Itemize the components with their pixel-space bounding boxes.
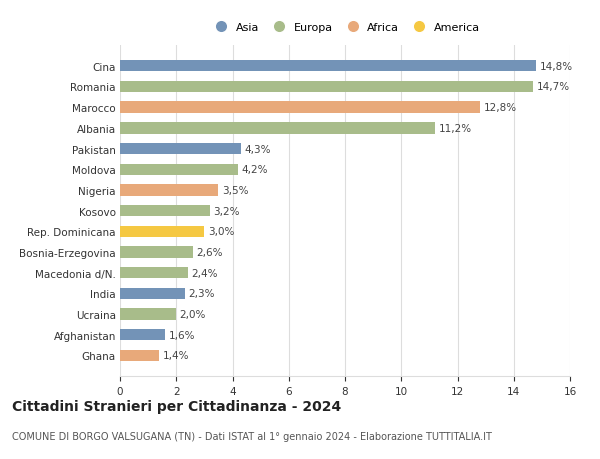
Text: 2,0%: 2,0% (179, 309, 206, 319)
Bar (120, 123, 435, 134)
Bar (120, 144, 241, 155)
Text: 4,3%: 4,3% (244, 144, 271, 154)
Text: 1,4%: 1,4% (163, 351, 189, 361)
Text: 3,2%: 3,2% (214, 206, 240, 216)
Bar (120, 102, 480, 113)
Bar (120, 268, 187, 279)
Text: 3,0%: 3,0% (208, 227, 234, 237)
Bar (120, 309, 176, 320)
Text: 2,3%: 2,3% (188, 289, 215, 299)
Bar (120, 61, 536, 72)
Text: 14,8%: 14,8% (539, 62, 573, 72)
Bar (120, 247, 193, 258)
Text: 14,7%: 14,7% (537, 82, 570, 92)
Text: 12,8%: 12,8% (484, 103, 517, 113)
Bar (120, 350, 160, 361)
Text: 1,6%: 1,6% (169, 330, 195, 340)
Bar (120, 330, 165, 341)
Bar (120, 288, 185, 299)
Text: 2,4%: 2,4% (191, 268, 217, 278)
Text: 4,2%: 4,2% (241, 165, 268, 175)
Text: Cittadini Stranieri per Cittadinanza - 2024: Cittadini Stranieri per Cittadinanza - 2… (12, 399, 341, 413)
Text: COMUNE DI BORGO VALSUGANA (TN) - Dati ISTAT al 1° gennaio 2024 - Elaborazione TU: COMUNE DI BORGO VALSUGANA (TN) - Dati IS… (12, 431, 492, 442)
Bar (120, 185, 218, 196)
Text: 11,2%: 11,2% (439, 123, 472, 134)
Bar (120, 82, 533, 93)
Bar (120, 206, 210, 217)
Text: 3,5%: 3,5% (222, 185, 248, 196)
Legend: Asia, Europa, Africa, America: Asia, Europa, Africa, America (206, 18, 484, 37)
Text: 2,6%: 2,6% (197, 247, 223, 257)
Bar (120, 226, 205, 237)
Bar (120, 164, 238, 175)
